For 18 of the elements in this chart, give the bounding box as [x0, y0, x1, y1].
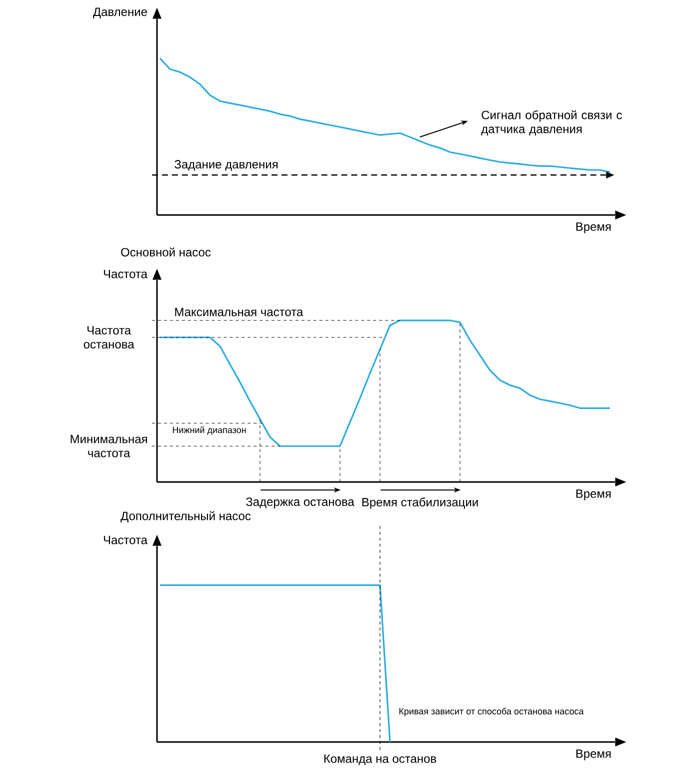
chart-title: Основной насос — [121, 247, 211, 256]
x-axis-title: Время — [576, 490, 611, 500]
y-axis-title: Давление — [93, 8, 147, 18]
x-axis-title: Время — [576, 222, 611, 234]
annotation: Сигнал обратной связи с датчика давления — [481, 110, 622, 136]
annotation: Кривая зависит от способа останова насоса — [399, 708, 584, 716]
x-axis-title: Время — [576, 750, 611, 760]
y-axis-title: Частота — [104, 270, 148, 278]
y-axis-title: Частота — [104, 536, 148, 544]
chart-title: Дополнительный насос — [120, 511, 251, 522]
text: Команда на останов — [324, 754, 436, 766]
ref-line-label: Частота останова — [84, 326, 134, 349]
ref-line-label: Минимальная частота — [70, 434, 147, 458]
text: Задержка останова — [246, 498, 354, 508]
ref-line-label: Нижний диапазон — [172, 426, 246, 435]
ref-line-label: Задание давления — [174, 160, 278, 171]
ref-line-label: Максимальная частота — [175, 308, 304, 316]
text: Время стабилизации — [362, 498, 478, 509]
